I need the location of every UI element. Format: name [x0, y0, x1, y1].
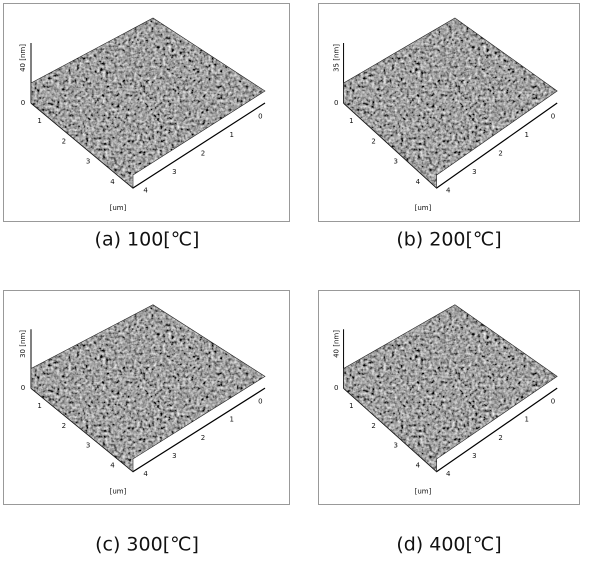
axis-unit: [um] [110, 204, 127, 212]
z-tick: 0 [21, 99, 25, 107]
axis-tick-label: 0 [551, 113, 555, 121]
axis-tick-label: 1 [37, 117, 41, 125]
axis-tick-label: 1 [349, 402, 353, 410]
axis-tick-label: 2 [498, 150, 502, 158]
surface-edge [343, 304, 558, 473]
axis-tick-label: 4 [143, 186, 148, 194]
axis-tick-label: 2 [371, 137, 375, 145]
axis-tick-label: 3 [86, 442, 90, 450]
surface-edge [30, 304, 266, 473]
z-label: 30 [nm] [19, 330, 27, 358]
z-tick: 0 [21, 384, 25, 392]
afm-panel: 40 [nm] 0 1 2 3 4 4 3 2 1 0 [um] [3, 3, 290, 222]
axis-unit: [um] [415, 204, 432, 212]
axis-tick-label: 3 [172, 168, 176, 176]
axis-tick-label: 2 [371, 422, 375, 430]
caption: (d) 400[℃] [396, 534, 501, 556]
axis-tick-label: 0 [551, 397, 555, 405]
axis-tick-label: 3 [172, 452, 176, 460]
axis-tick-label: 2 [62, 137, 66, 145]
axis-tick-label: 3 [393, 442, 397, 450]
surface-edge [30, 17, 266, 189]
caption: (a) 100[℃] [95, 229, 200, 251]
axis-tick-label: 0 [258, 113, 262, 121]
axis-tick-label: 1 [37, 402, 41, 410]
afm-panel: 35 [nm] 0 1 2 3 4 4 3 2 1 0 [um] [318, 3, 580, 222]
axis-tick-label: 2 [498, 434, 502, 442]
axis-tick-label: 2 [201, 434, 205, 442]
axis-tick-label: 1 [229, 131, 233, 139]
z-label: 40 [nm] [332, 330, 340, 358]
axis-tick-label: 2 [62, 422, 66, 430]
axis-tick-label: 1 [525, 416, 529, 424]
axis-tick-label: 1 [229, 416, 233, 424]
axis-tick-label: 4 [446, 470, 451, 478]
axis-tick-label: 4 [110, 462, 115, 470]
axis-tick-label: 2 [201, 150, 205, 158]
axis-tick-label: 4 [446, 186, 451, 194]
z-label: 35 [nm] [332, 44, 340, 72]
caption: (b) 200[℃] [396, 229, 501, 251]
axis-tick-label: 3 [86, 158, 90, 166]
axis-tick-label: 3 [472, 452, 476, 460]
axis-tick-label: 0 [258, 397, 262, 405]
axis-tick-label: 4 [143, 470, 148, 478]
caption: (c) 300[℃] [95, 534, 199, 556]
axis-tick-label: 4 [110, 178, 115, 186]
axis-tick-label: 1 [349, 117, 353, 125]
afm-panel: 40 [nm] 0 1 2 3 4 4 3 2 1 0 [um] [318, 290, 580, 505]
axis-tick-label: 3 [472, 168, 476, 176]
surface-edge [343, 17, 558, 189]
axis-tick-label: 3 [393, 158, 397, 166]
z-tick: 0 [334, 99, 338, 107]
afm-panel: 30 [nm] 0 1 2 3 4 4 3 2 1 0 [um] [3, 290, 290, 505]
axis-tick-label: 4 [416, 462, 421, 470]
axis-unit: [um] [110, 487, 127, 495]
axis-tick-label: 1 [525, 131, 529, 139]
axis-tick-label: 4 [416, 178, 421, 186]
axis-unit: [um] [415, 487, 432, 495]
z-label: 40 [nm] [19, 44, 27, 72]
z-tick: 0 [334, 384, 338, 392]
